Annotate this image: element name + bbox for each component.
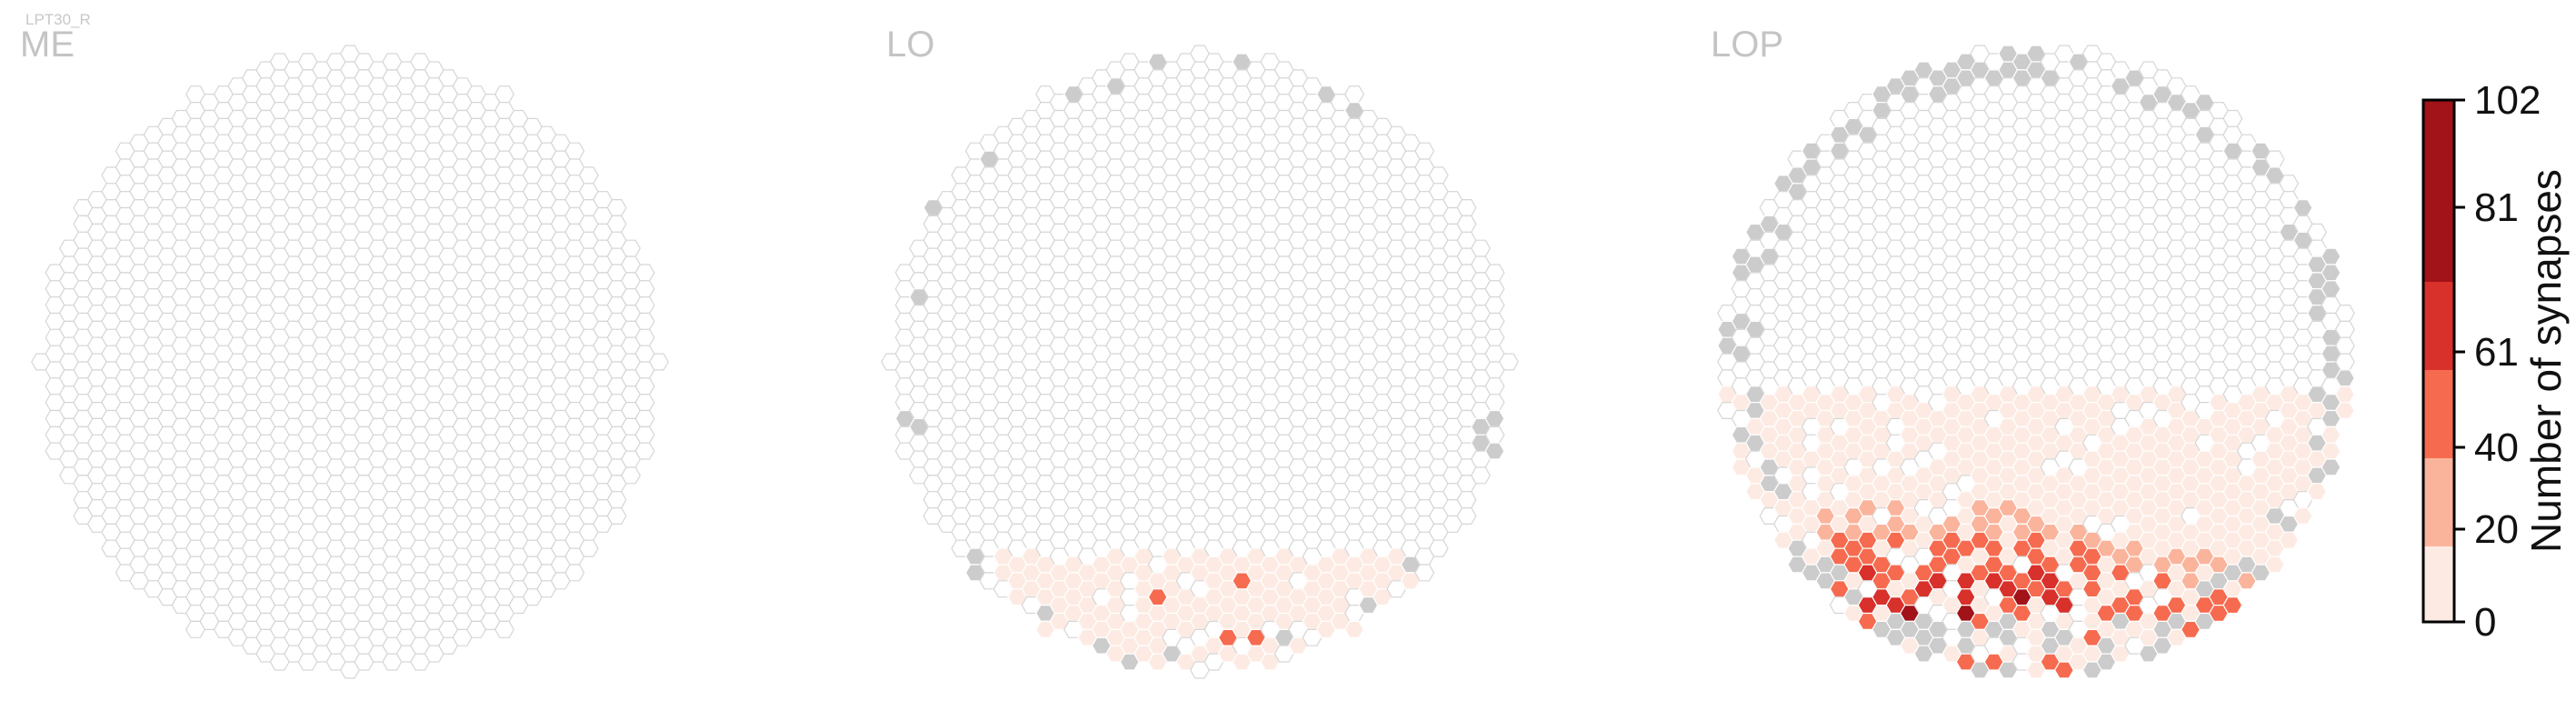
hex-cell [2321, 426, 2341, 444]
hex-cell [2334, 402, 2355, 419]
colorbar: 0 20 40 61 81 102 Number of synapses [2421, 78, 2570, 645]
hex-cell [564, 142, 585, 160]
hex-cell [1456, 215, 1477, 233]
hex-cell [648, 353, 669, 371]
colorbar-bin-4 [2423, 100, 2454, 282]
hex-cell [1484, 328, 1505, 346]
hex-cell [1456, 491, 1477, 509]
colorbar-bin-1 [2423, 458, 2454, 546]
colorbar-ticks [2454, 98, 2465, 624]
hex-cell [634, 312, 655, 330]
hex-cell [1484, 426, 1505, 444]
colorbar-frame [2421, 98, 2456, 624]
hex-cell [1344, 620, 1364, 638]
hex-cell [621, 239, 641, 257]
colorbar-tick-label-61: 61 [2474, 330, 2519, 375]
hex-cell [494, 85, 514, 104]
hex-cell [634, 296, 655, 315]
hex-cell [1471, 239, 1491, 257]
hex-cell [564, 564, 585, 582]
panel-lo: LO [881, 25, 1519, 679]
hex-cell [606, 199, 627, 216]
hex-cell [2334, 386, 2355, 404]
hex-cell [578, 539, 599, 557]
hex-cell [2222, 596, 2243, 615]
hex-cell [1484, 377, 1505, 396]
hex-cell [1484, 312, 1505, 330]
hex-cell [1484, 409, 1505, 427]
hex-cell [1484, 280, 1505, 298]
figure-label: LPT30_R [25, 11, 91, 28]
hex-cell [1484, 264, 1505, 282]
hex-cell [634, 280, 655, 298]
colorbar-title: Number of synapses [2522, 169, 2570, 553]
hex-cell [2222, 109, 2243, 127]
hex-cell [578, 166, 599, 185]
hex-cell [621, 466, 641, 485]
hex-grid-lop [1717, 45, 2355, 679]
hex-cell [1484, 394, 1505, 412]
hex-cell [634, 394, 655, 412]
hex-cell [2321, 458, 2341, 476]
panel-lop: LOP [1711, 25, 2355, 679]
hex-cell [2321, 442, 2341, 460]
colorbar-bin-0 [2423, 546, 2454, 622]
hex-cell [606, 491, 627, 509]
panel-title-lop: LOP [1711, 25, 1783, 65]
hex-cell [2334, 353, 2355, 371]
panel-title-me: ME [20, 25, 75, 65]
hex-cell [1428, 539, 1449, 557]
colorbar-tick-label-40: 40 [2474, 426, 2519, 470]
hex-cell [1414, 142, 1435, 160]
hex-cell [634, 377, 655, 396]
hex-cell [1456, 506, 1477, 526]
colorbar-tick-label-20: 20 [2474, 507, 2519, 552]
hex-cell [634, 426, 655, 444]
hex-cell [1428, 166, 1449, 185]
hex-cell [2321, 264, 2341, 282]
hex-cell [494, 620, 514, 638]
hex-grid-lo [881, 45, 1519, 679]
hex-cell [2334, 305, 2355, 322]
hex-cell [2321, 247, 2341, 265]
hex-cell [2307, 223, 2327, 241]
panel-me: ME [20, 25, 669, 679]
panel-title-lo: LO [886, 25, 934, 65]
hex-cell [2264, 556, 2285, 574]
hex-cell [1498, 353, 1519, 371]
hex-cell [1484, 442, 1505, 460]
hex-cell [634, 409, 655, 427]
hex-cell [634, 264, 655, 282]
hex-cell [2307, 483, 2327, 501]
hex-cell [2334, 336, 2355, 355]
hex-cell [2264, 150, 2285, 168]
hex-cell [1471, 466, 1491, 485]
hex-cell [2279, 531, 2300, 549]
hex-cell [2334, 320, 2355, 338]
colorbar-tick-label-0: 0 [2474, 600, 2496, 645]
colorbar-bin-2 [2423, 370, 2454, 458]
hex-cell [2292, 199, 2313, 216]
hex-cell [1414, 564, 1435, 582]
hex-cell [1456, 199, 1477, 216]
colorbar-bin-3 [2423, 282, 2454, 370]
colorbar-tick-label-102: 102 [2474, 78, 2541, 123]
hex-cell [1484, 296, 1505, 315]
hex-cell [606, 506, 627, 526]
hex-cell [634, 328, 655, 346]
hex-cell [606, 215, 627, 233]
hex-cell [2334, 369, 2355, 387]
hex-grid-me [31, 45, 669, 679]
hex-cell [634, 442, 655, 460]
colorbar-tick-label-81: 81 [2474, 185, 2519, 230]
hex-cell [2321, 280, 2341, 298]
hex-cell [1344, 85, 1364, 104]
hex-cell [2292, 506, 2313, 526]
hex-cell [2279, 175, 2300, 193]
